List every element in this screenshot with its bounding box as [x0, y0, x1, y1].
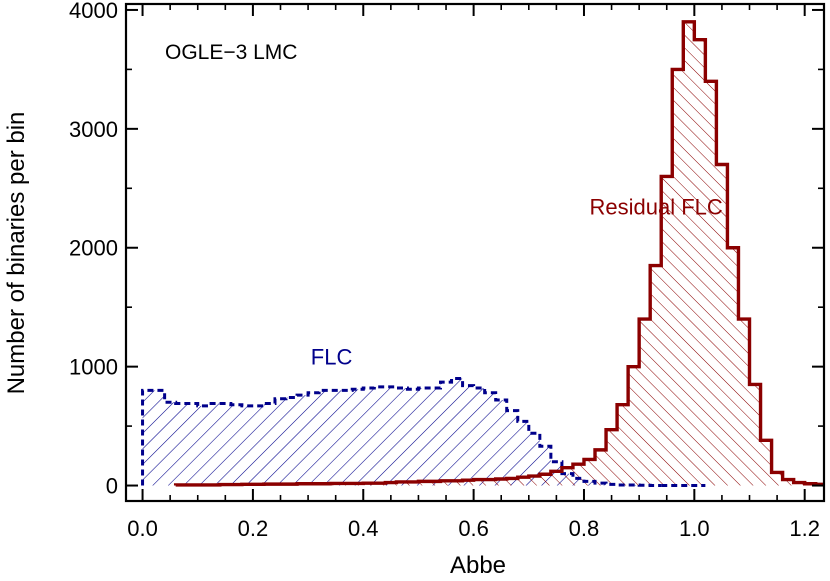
- plot-frame: [124, 2, 826, 503]
- flc-series-label: FLC: [311, 344, 353, 369]
- y-tick-label: 1000: [69, 355, 118, 380]
- residual-flc-hatch-fill: [175, 21, 824, 486]
- x-tick-label: 0.2: [238, 516, 269, 541]
- residual-flc-series-label: Residual FLC: [590, 195, 723, 220]
- y-tick-label: 4000: [69, 0, 118, 23]
- x-tick-label: 0.4: [348, 516, 379, 541]
- x-tick-label: 0.0: [127, 516, 158, 541]
- y-tick-label: 3000: [69, 117, 118, 142]
- x-tick-label: 0.8: [569, 516, 600, 541]
- y-tick-label: 0: [106, 474, 118, 499]
- x-tick-label: 1.0: [679, 516, 710, 541]
- plot-area: [124, 2, 826, 503]
- x-axis: 0.0 0.2 0.4 0.6 0.8 1.0 1.2: [127, 4, 820, 541]
- y-axis: 0 1000 2000 3000 4000: [69, 0, 824, 499]
- flc-hatch-fill: [142, 378, 662, 486]
- x-tick-label: 0.6: [458, 516, 489, 541]
- y-axis-label: Number of binaries per bin: [3, 112, 30, 395]
- residual-flc-histogram-line: [173, 20, 824, 487]
- x-axis-label: Abbe: [450, 552, 506, 579]
- y-tick-label: 2000: [69, 236, 118, 261]
- x-tick-label: 1.2: [789, 516, 820, 541]
- flc-histogram-line: [141, 377, 662, 488]
- dataset-annotation: OGLE−3 LMC: [165, 41, 297, 64]
